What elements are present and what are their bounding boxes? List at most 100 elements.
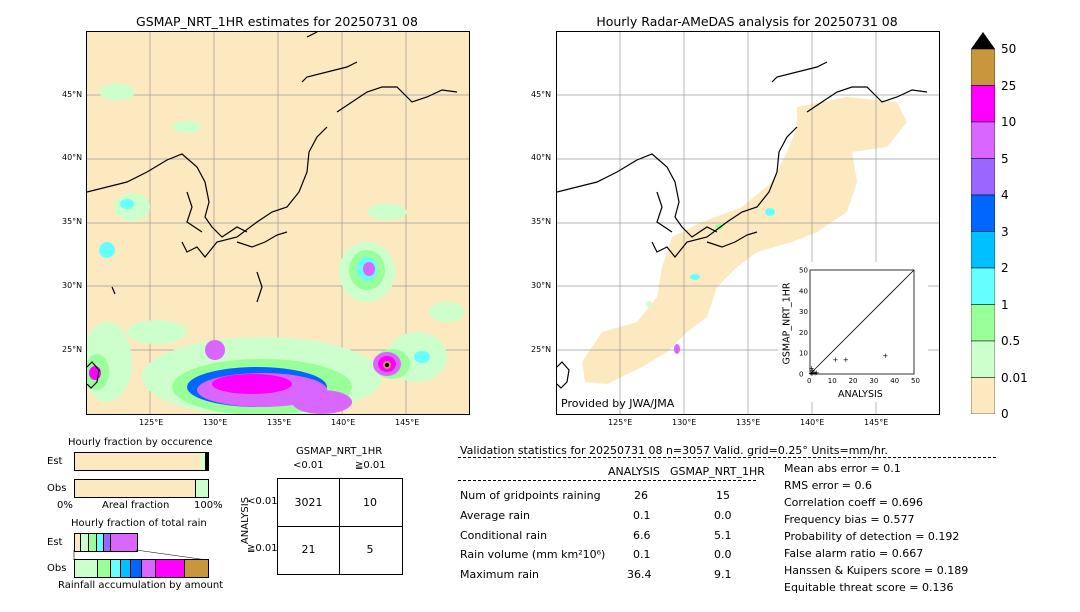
validation-col-analysis: ANALYSIS [608, 465, 660, 478]
colorbar-block [970, 340, 996, 378]
right-lat-tick-40: 40°N [531, 153, 552, 162]
validation-row-gsmap: 15 [716, 489, 730, 502]
contingency-col-lt: <0.01 [293, 460, 324, 471]
left-lon-tick-140: 140°E [331, 418, 356, 427]
validation-col-divider [458, 480, 756, 481]
validation-row-analysis: 26 [634, 489, 648, 502]
left-lon-tick-125: 125°E [139, 418, 164, 427]
left-map-title: GSMAP_NRT_1HR estimates for 20250731 08 [136, 14, 418, 29]
score-rms-error: RMS error = 0.6 [784, 479, 872, 492]
scatter-point: + [810, 367, 816, 375]
right-lon-tick-145: 145°E [864, 418, 889, 427]
scatter-x-tick: 10 [828, 377, 837, 385]
scatter-inset: + + + + + + + + + + 0 10 20 30 40 50 0 10 20 30 40 50 [778, 262, 928, 402]
right-map-title: Hourly Radar-AMeDAS analysis for 2025073… [596, 14, 898, 29]
colorbar-block [970, 48, 996, 86]
colorbar-label-25: 25 [1001, 79, 1017, 93]
occurrence-est-label: Est [47, 456, 63, 467]
occurrence-title: Hourly fraction by occurence [68, 437, 213, 448]
colorbar-block [970, 121, 996, 159]
occurrence-axis-mid: Areal fraction [102, 500, 170, 511]
validation-row-label: Conditional rain [460, 529, 548, 542]
occurrence-axis-left: 0% [57, 500, 73, 511]
validation-row-analysis: 6.6 [633, 529, 651, 542]
colorbar-block [970, 377, 996, 415]
left-lat-tick-30: 30°N [62, 281, 83, 290]
scatter-point: + [808, 369, 814, 377]
right-lat-tick-45: 45°N [531, 90, 552, 99]
colorbar-label-3: 3 [1001, 225, 1009, 239]
contingency-col-ge: ≧0.01 [355, 460, 386, 471]
colorbar-label-10: 10 [1001, 115, 1017, 129]
score-mean-abs-error: Mean abs error = 0.1 [784, 462, 901, 475]
colorbar-label-0: 0 [1001, 407, 1009, 421]
colorbar-label-50: 50 [1001, 42, 1017, 56]
scatter-y-tick: 0 [799, 371, 803, 379]
scatter-y-tick: 20 [799, 329, 808, 337]
right-lon-tick-130: 130°E [672, 418, 697, 427]
left-lat-tick-40: 40°N [62, 153, 83, 162]
colorbar-block [970, 158, 996, 196]
scatter-x-tick: 0 [807, 377, 811, 385]
validation-row-label: Num of gridpoints raining [460, 489, 601, 502]
colorbar-label-5: 5 [1001, 152, 1009, 166]
validation-header-divider [458, 457, 996, 458]
scatter-x-tick: 30 [869, 377, 878, 385]
contingency-table [277, 478, 403, 575]
right-lat-tick-25: 25°N [531, 345, 552, 354]
left-lat-tick-45: 45°N [62, 90, 83, 99]
total-rain-est-bar [74, 533, 138, 552]
left-lat-tick-25: 25°N [62, 345, 83, 354]
total-rain-obs-bar [74, 559, 209, 578]
total-rain-connector [73, 549, 208, 561]
validation-row-gsmap: 0.0 [714, 548, 732, 561]
validation-row-gsmap: 5.1 [714, 529, 732, 542]
validation-row-label: Maximum rain [460, 568, 539, 581]
validation-row-analysis: 0.1 [633, 509, 651, 522]
score-frequency-bias: Frequency bias = 0.577 [784, 513, 915, 526]
colorbar-label-0-5: 0.5 [1001, 334, 1021, 348]
validation-row-analysis: 36.4 [627, 568, 652, 581]
occurrence-est-bar [74, 452, 209, 471]
left-lat-tick-35: 35°N [62, 217, 83, 226]
left-lon-tick-135: 135°E [267, 418, 292, 427]
colorbar-label-2: 2 [1001, 261, 1009, 275]
right-lat-tick-30: 30°N [531, 281, 552, 290]
colorbar-label-0-01: 0.01 [1001, 371, 1028, 385]
contingency-row-ge: ≧0.01 [247, 543, 278, 554]
contingency-title: GSMAP_NRT_1HR [296, 446, 383, 457]
occurrence-axis-right: 100% [194, 500, 223, 511]
total-rain-obs-label: Obs [47, 563, 67, 574]
colorbar-block [970, 267, 996, 305]
contingency-cell-a: 3021 [294, 496, 323, 509]
radar-credit: Provided by JWA/JMA [561, 397, 675, 410]
total-rain-footer: Rainfall accumulation by amount [58, 580, 224, 591]
score-hk: Hanssen & Kuipers score = 0.189 [784, 564, 969, 577]
score-ets: Equitable threat score = 0.136 [784, 581, 954, 594]
validation-row-label: Rain volume (mm km²10⁶) [460, 548, 606, 561]
colorbar-block [970, 85, 996, 123]
validation-row-analysis: 0.1 [633, 548, 651, 561]
colorbar-block [970, 304, 996, 342]
scatter-y-tick: 10 [799, 350, 808, 358]
scatter-point: + [809, 370, 815, 378]
scatter-point: + [882, 352, 888, 360]
validation-row-gsmap: 9.1 [714, 568, 732, 581]
colorbar-block [970, 231, 996, 269]
validation-row-label: Average rain [460, 509, 530, 522]
scatter-point: + [809, 364, 815, 372]
right-lon-tick-140: 140°E [800, 418, 825, 427]
contingency-cell-b: 10 [363, 496, 377, 509]
validation-header: Validation statistics for 20250731 08 n=… [460, 444, 888, 457]
score-pod: Probability of detection = 0.192 [784, 530, 960, 543]
scatter-x-tick: 40 [890, 377, 899, 385]
scatter-ylabel: GSMAP_NRT_1HR [781, 282, 793, 365]
left-map [86, 31, 470, 415]
scatter-y-tick: 50 [799, 267, 808, 275]
contingency-cell-c: 21 [301, 543, 316, 556]
scatter-x-tick: 20 [849, 377, 858, 385]
colorbar-label-1: 1 [1001, 298, 1009, 312]
score-correlation: Correlation coeff = 0.696 [784, 496, 923, 509]
colorbar [970, 32, 996, 415]
